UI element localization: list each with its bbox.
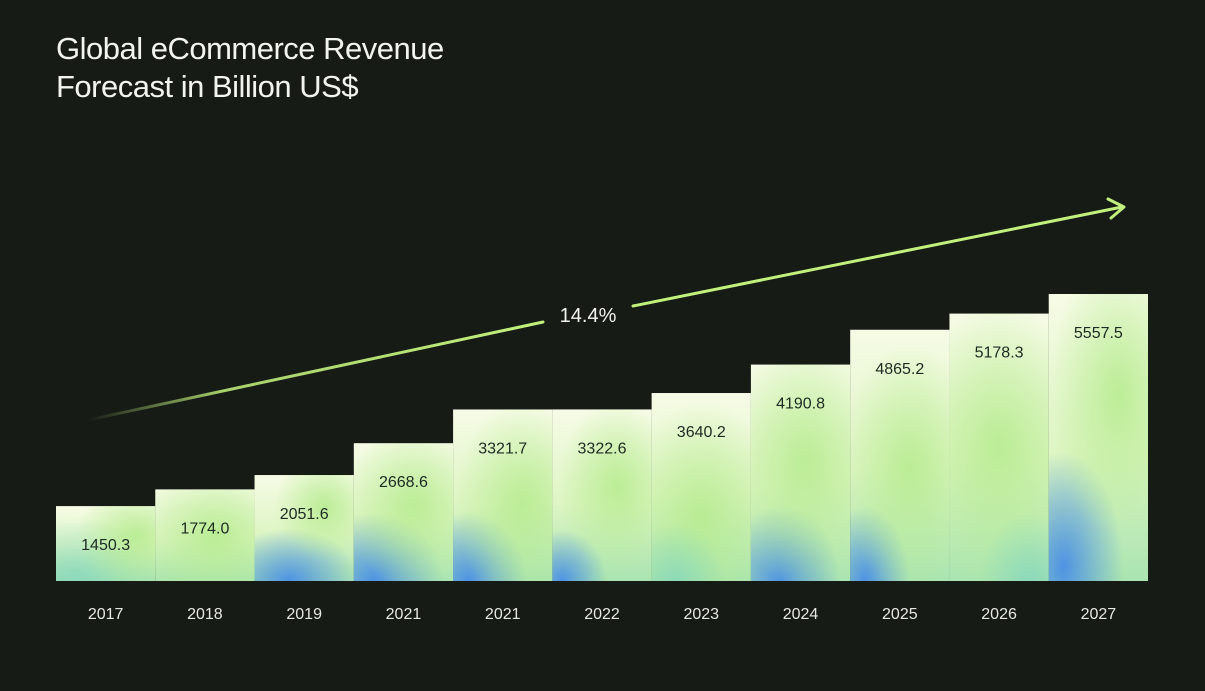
bar-glow [1048,294,1149,538]
bar-value-label: 3322.6 [578,440,627,457]
growth-rate-label: 14.4% [560,305,617,327]
growth-arrow-head [1106,197,1126,220]
bar-glow [850,342,950,581]
bar-5 [552,409,652,582]
x-tick-label: 2021 [485,606,521,623]
bar-1 [155,489,255,582]
bar-value-label: 1774.0 [180,520,229,537]
chart-title: Global eCommerce Revenue Forecast in Bil… [56,30,444,106]
bar-7 [750,364,851,581]
bar-glow [651,524,727,581]
bar-glow [75,506,156,582]
x-tick-label: 2025 [882,606,918,623]
x-tick-label: 2024 [783,606,819,623]
x-tick-label: 2021 [386,606,422,623]
bar-glow [353,443,454,581]
chart-title-line-1: Global eCommerce Revenue [56,31,444,66]
bar-value-label: 4865.2 [875,361,924,378]
bar-glow [949,313,1049,581]
bar-glow [552,529,607,582]
chart-title-line-2: Forecast in Billion US$ [56,69,359,104]
bar-value-label: 2668.6 [379,474,428,491]
growth-arrow: 14.4% [86,197,1126,422]
x-axis-tick-labels: 2017 2018 2019 2021 2021 2022 2023 2024 2025 2026… [88,606,1116,623]
x-tick-label: 2023 [683,606,719,623]
bar-value-label: 2051.6 [280,506,329,523]
bar-9 [949,313,1049,581]
bar-glow [979,514,1049,581]
bar-8 [850,329,950,581]
x-tick-label: 2027 [1081,606,1117,623]
bar-value-label: 4190.8 [776,396,825,413]
bar-glow [155,489,255,582]
bar-value-label: 3321.7 [478,440,527,457]
bar-3 [353,443,454,581]
bar-value-label: 1450.3 [81,537,130,554]
bar-value-label: 5178.3 [975,345,1024,362]
x-tick-label: 2022 [584,606,620,623]
x-tick-label: 2019 [286,606,322,623]
growth-arrow-left-segment [86,320,545,422]
bar-value-labels: 1450.3 1774.0 2051.6 2668.6 3321.7 3322.6 3640… [81,325,1123,554]
x-tick-label: 2017 [88,606,124,623]
x-tick-label: 2026 [981,606,1017,623]
bar-6 [651,393,751,581]
bar-glow [750,364,851,581]
growth-arrow-right-segment [631,205,1124,308]
bar-group [56,294,1149,582]
bar-2 [254,475,354,581]
bar-10 [1048,294,1149,581]
bar-0 [56,506,156,582]
bar-glow [274,475,354,560]
bar-value-label: 3640.2 [677,424,726,441]
bar-glow [453,409,553,582]
bar-value-label: 5557.5 [1074,325,1123,342]
bar-glow [557,409,652,573]
x-tick-label: 2018 [187,606,223,623]
bar-4 [453,409,553,582]
